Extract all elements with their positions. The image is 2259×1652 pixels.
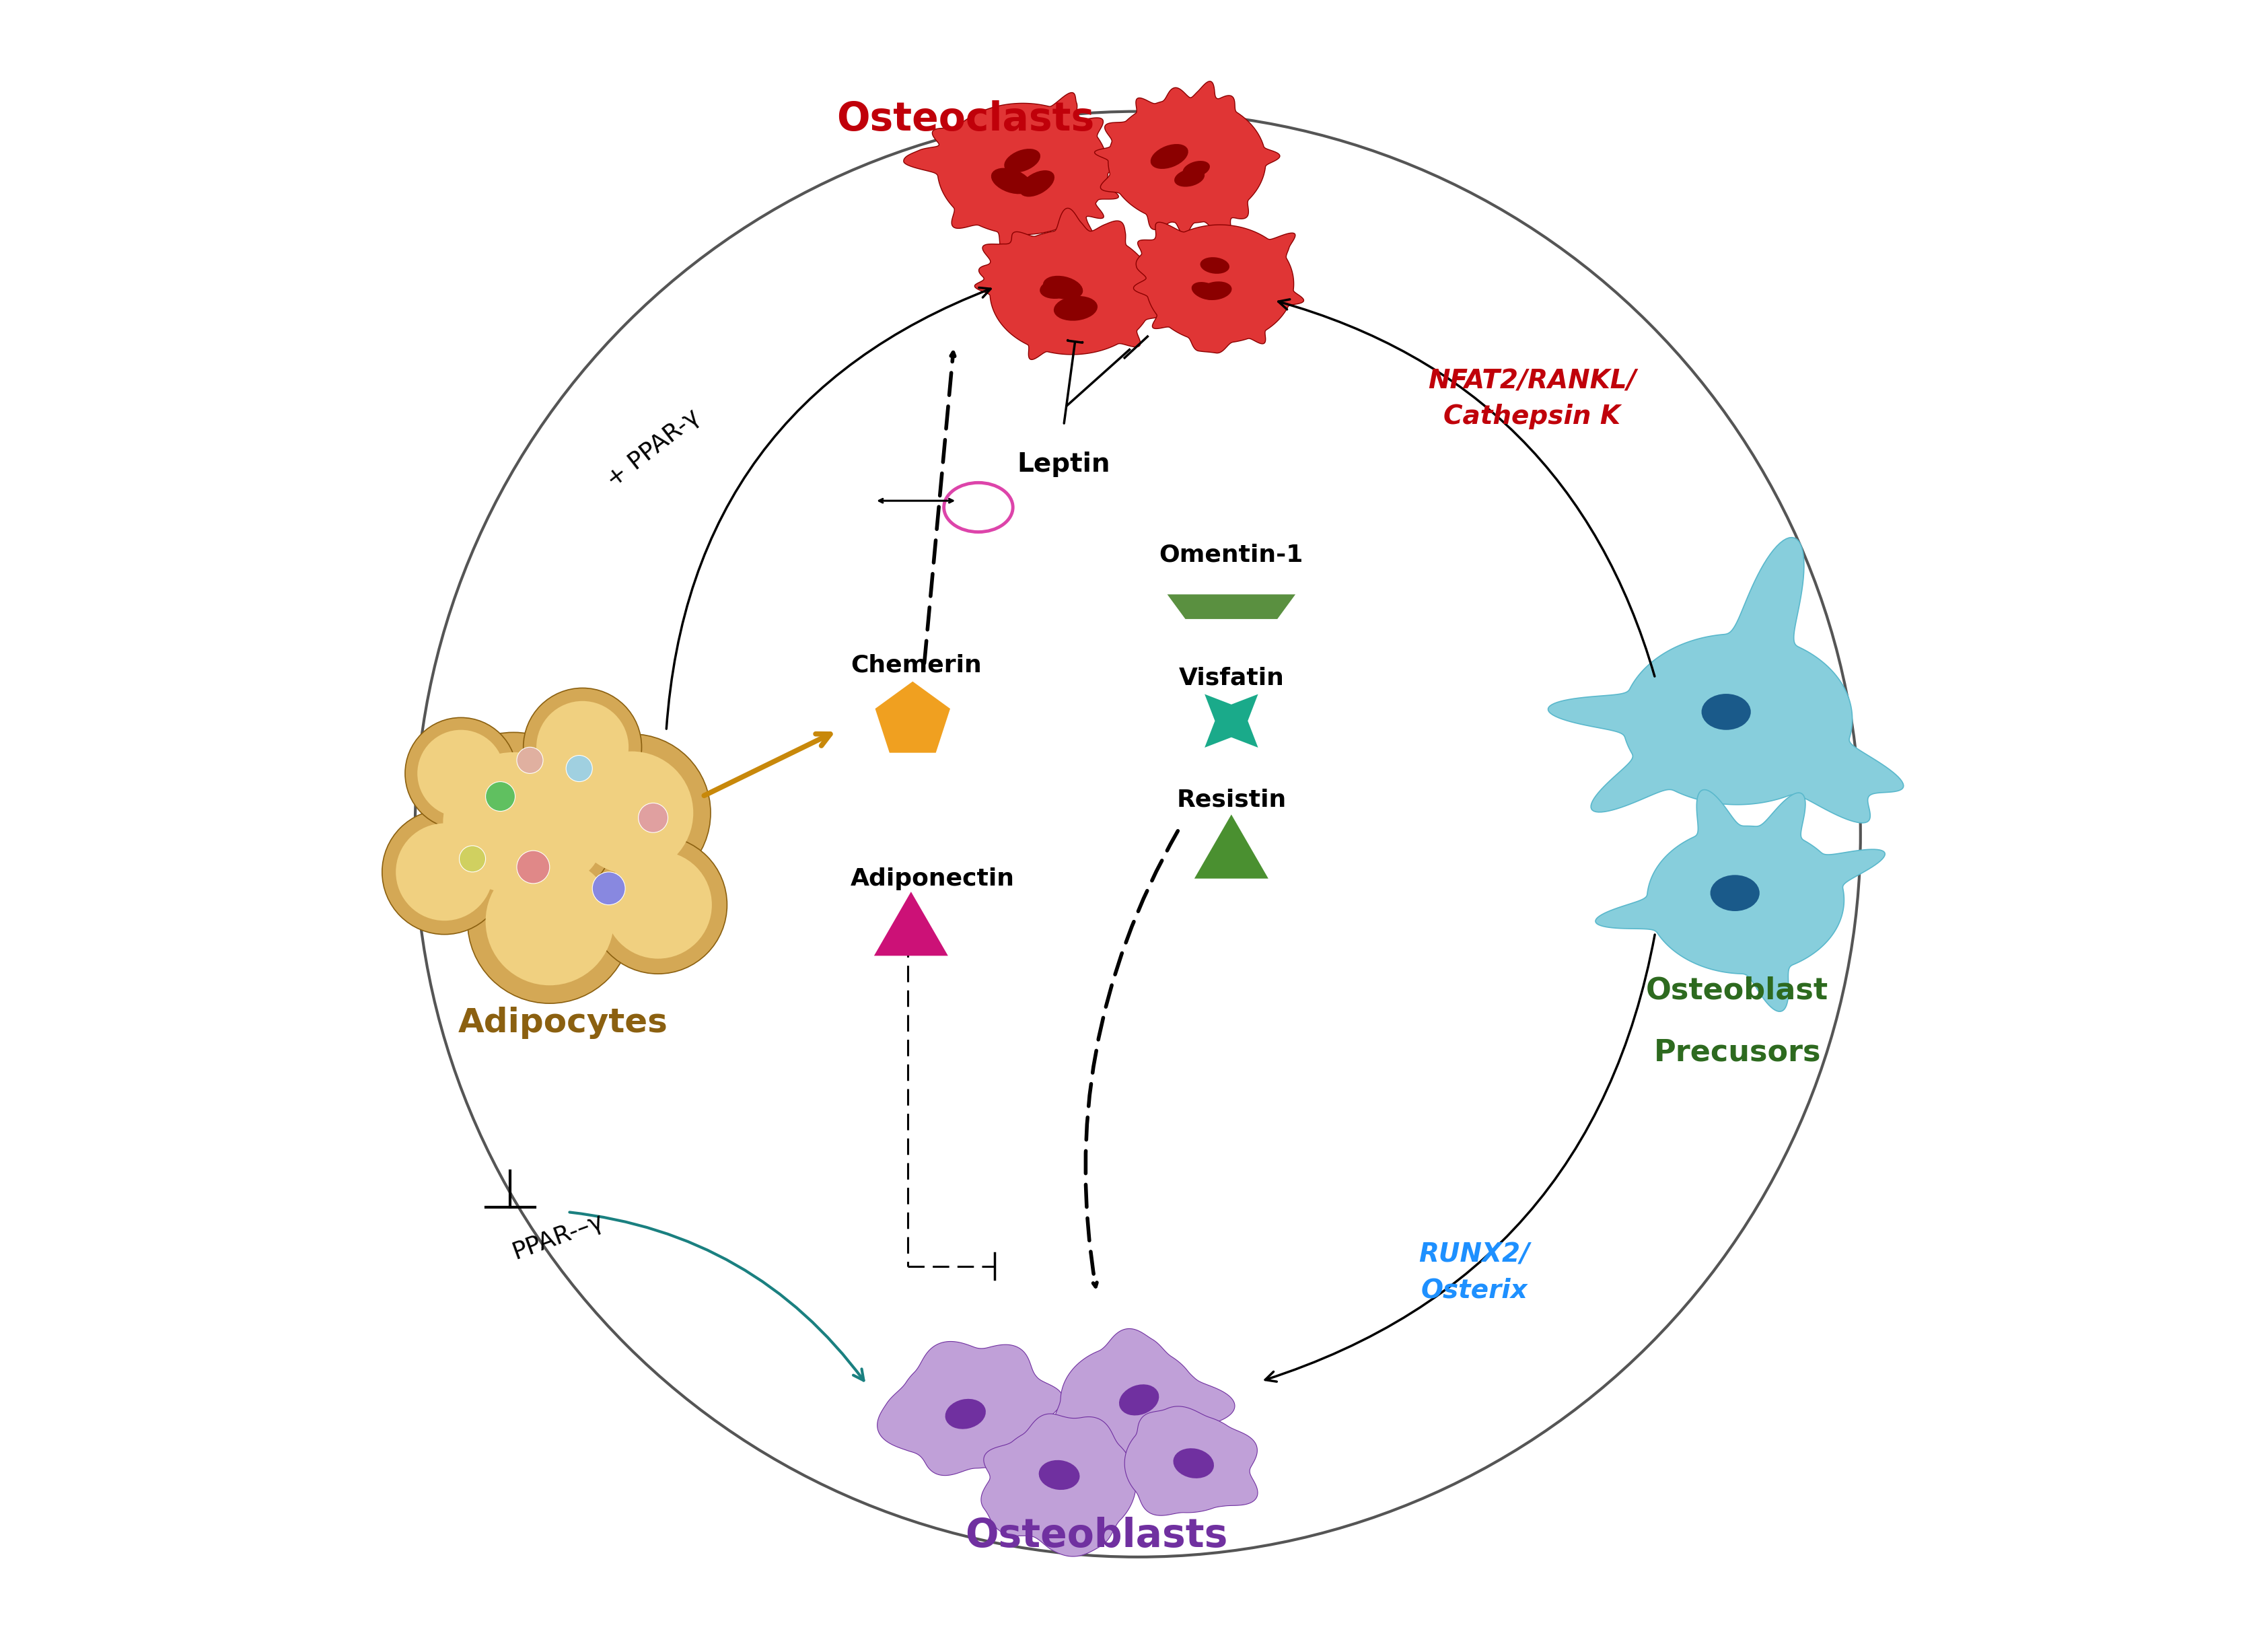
Ellipse shape xyxy=(1701,694,1751,730)
Text: + PPAR-γ: + PPAR-γ xyxy=(603,405,705,492)
Text: Chemerin: Chemerin xyxy=(849,654,980,676)
Text: Osteoblasts: Osteoblasts xyxy=(965,1517,1229,1555)
Ellipse shape xyxy=(1184,160,1211,177)
Polygon shape xyxy=(1204,694,1258,748)
Text: PPAR-–γ: PPAR-–γ xyxy=(508,1209,608,1264)
Circle shape xyxy=(486,781,515,811)
Circle shape xyxy=(422,732,603,914)
Text: Adiponectin: Adiponectin xyxy=(849,867,1014,890)
Text: Precusors: Precusors xyxy=(1654,1037,1821,1067)
Ellipse shape xyxy=(1005,149,1041,172)
FancyArrowPatch shape xyxy=(705,733,831,796)
FancyArrowPatch shape xyxy=(1279,299,1654,676)
Text: Resistin: Resistin xyxy=(1177,788,1285,811)
Polygon shape xyxy=(874,892,949,957)
Polygon shape xyxy=(1195,814,1267,879)
Ellipse shape xyxy=(1190,282,1220,301)
Text: Leptin: Leptin xyxy=(1017,453,1111,477)
Circle shape xyxy=(513,793,612,892)
FancyArrowPatch shape xyxy=(569,1213,863,1381)
Circle shape xyxy=(486,857,614,985)
Circle shape xyxy=(590,836,727,973)
Circle shape xyxy=(569,752,694,874)
Circle shape xyxy=(524,805,601,881)
Ellipse shape xyxy=(1118,1384,1159,1416)
Polygon shape xyxy=(874,681,951,753)
Polygon shape xyxy=(876,1341,1064,1475)
Ellipse shape xyxy=(944,482,1012,532)
Text: Osteoblast: Osteoblast xyxy=(1647,976,1828,1004)
Ellipse shape xyxy=(1039,1460,1080,1490)
Polygon shape xyxy=(904,93,1141,259)
Ellipse shape xyxy=(992,169,1032,193)
Ellipse shape xyxy=(1053,296,1098,320)
Ellipse shape xyxy=(1175,169,1204,187)
Text: Osteoclasts: Osteoclasts xyxy=(836,101,1093,139)
Polygon shape xyxy=(1595,790,1884,1011)
Circle shape xyxy=(404,717,517,829)
Circle shape xyxy=(639,803,669,833)
Circle shape xyxy=(443,752,585,894)
Circle shape xyxy=(603,851,712,958)
Polygon shape xyxy=(1096,81,1281,240)
FancyArrowPatch shape xyxy=(666,287,992,729)
Ellipse shape xyxy=(1044,276,1082,299)
Circle shape xyxy=(459,846,486,872)
Circle shape xyxy=(517,851,549,884)
Ellipse shape xyxy=(1150,144,1188,169)
Polygon shape xyxy=(974,208,1179,360)
FancyArrowPatch shape xyxy=(1265,935,1656,1381)
Text: Adipocytes: Adipocytes xyxy=(459,1008,669,1039)
Ellipse shape xyxy=(1039,279,1075,299)
Text: Visfatin: Visfatin xyxy=(1179,667,1283,689)
Ellipse shape xyxy=(1172,1449,1213,1479)
Polygon shape xyxy=(1168,595,1294,620)
Polygon shape xyxy=(1547,537,1904,823)
Circle shape xyxy=(418,730,504,818)
Polygon shape xyxy=(1055,1328,1236,1457)
Ellipse shape xyxy=(944,1399,985,1429)
Ellipse shape xyxy=(1200,281,1231,301)
Circle shape xyxy=(553,733,712,892)
Circle shape xyxy=(382,809,506,935)
Polygon shape xyxy=(1134,223,1303,354)
Circle shape xyxy=(567,755,592,781)
Circle shape xyxy=(535,700,628,793)
Circle shape xyxy=(524,687,642,806)
Text: RUNX2/
Osterix: RUNX2/ Osterix xyxy=(1419,1242,1529,1303)
Ellipse shape xyxy=(1200,258,1229,274)
Circle shape xyxy=(395,823,492,920)
Text: Omentin-1: Omentin-1 xyxy=(1159,544,1303,567)
Text: NFAT2/RANKL/
Cathepsin K: NFAT2/RANKL/ Cathepsin K xyxy=(1428,368,1636,430)
Ellipse shape xyxy=(1019,170,1055,197)
Polygon shape xyxy=(980,1414,1136,1556)
Circle shape xyxy=(468,839,633,1003)
Polygon shape xyxy=(1125,1406,1258,1515)
Circle shape xyxy=(517,747,542,773)
Ellipse shape xyxy=(1710,876,1760,912)
Circle shape xyxy=(592,872,626,905)
